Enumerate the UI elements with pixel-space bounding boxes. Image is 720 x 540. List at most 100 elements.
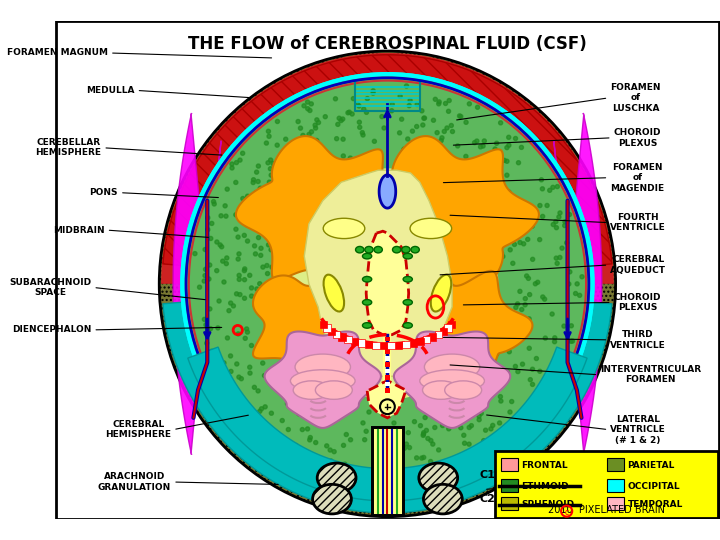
Circle shape [358, 125, 361, 129]
Circle shape [498, 338, 503, 341]
Circle shape [574, 292, 577, 295]
Circle shape [276, 218, 279, 222]
Circle shape [433, 426, 437, 429]
Text: FORAMEN
of
MAGENDIE: FORAMEN of MAGENDIE [611, 163, 665, 193]
Circle shape [315, 118, 319, 122]
Circle shape [423, 415, 427, 420]
Circle shape [250, 294, 253, 298]
Circle shape [507, 190, 511, 194]
Circle shape [534, 212, 539, 215]
Circle shape [450, 157, 454, 161]
Circle shape [223, 373, 228, 377]
Ellipse shape [365, 246, 373, 253]
Circle shape [465, 399, 469, 403]
Circle shape [473, 206, 477, 210]
Circle shape [491, 201, 495, 205]
Circle shape [317, 120, 320, 125]
Circle shape [402, 147, 406, 151]
Circle shape [498, 395, 503, 399]
Circle shape [446, 109, 451, 113]
Circle shape [204, 267, 207, 271]
Circle shape [258, 409, 262, 413]
Circle shape [467, 442, 471, 446]
Circle shape [209, 327, 212, 330]
Circle shape [204, 341, 209, 345]
Circle shape [202, 318, 207, 321]
Circle shape [531, 382, 534, 387]
Circle shape [488, 226, 492, 231]
Circle shape [390, 109, 394, 113]
Bar [358, 340, 365, 347]
Circle shape [243, 267, 247, 271]
Circle shape [256, 235, 261, 240]
Circle shape [218, 243, 222, 247]
Circle shape [282, 183, 287, 187]
Circle shape [296, 119, 300, 124]
Circle shape [437, 409, 441, 413]
Circle shape [464, 166, 469, 170]
Circle shape [438, 400, 443, 404]
Circle shape [361, 133, 365, 137]
Circle shape [431, 465, 435, 469]
Circle shape [238, 293, 242, 296]
Circle shape [448, 408, 452, 412]
Circle shape [250, 286, 253, 290]
Circle shape [481, 448, 485, 453]
Circle shape [359, 469, 364, 474]
Bar [423, 336, 431, 343]
Circle shape [552, 222, 555, 227]
Circle shape [222, 361, 226, 365]
Circle shape [305, 100, 310, 104]
Ellipse shape [402, 246, 410, 253]
Circle shape [422, 430, 426, 435]
Circle shape [253, 303, 257, 307]
Circle shape [405, 84, 408, 88]
Circle shape [482, 438, 486, 443]
Circle shape [538, 204, 542, 207]
Circle shape [248, 371, 252, 375]
Polygon shape [264, 332, 381, 428]
Circle shape [307, 152, 312, 157]
Circle shape [216, 326, 220, 330]
Circle shape [310, 130, 313, 134]
Ellipse shape [445, 381, 482, 400]
Circle shape [295, 157, 300, 160]
Circle shape [441, 423, 444, 428]
Circle shape [307, 438, 312, 442]
Circle shape [392, 421, 396, 425]
Circle shape [256, 164, 261, 168]
Circle shape [361, 421, 365, 425]
Ellipse shape [313, 189, 462, 369]
Circle shape [329, 463, 333, 467]
Circle shape [483, 164, 487, 168]
Circle shape [235, 160, 238, 165]
Text: MIDBRAIN: MIDBRAIN [53, 226, 104, 234]
Circle shape [374, 479, 378, 483]
Circle shape [523, 303, 527, 307]
Circle shape [544, 336, 547, 340]
Circle shape [402, 446, 406, 450]
Circle shape [256, 304, 260, 308]
Circle shape [447, 98, 451, 103]
Circle shape [538, 386, 542, 390]
Ellipse shape [424, 354, 480, 380]
Circle shape [555, 185, 559, 188]
Circle shape [306, 107, 310, 111]
Circle shape [525, 274, 528, 278]
Circle shape [280, 170, 284, 174]
Text: 2010  PIXELATED BRAIN: 2010 PIXELATED BRAIN [548, 505, 665, 515]
Circle shape [445, 126, 449, 130]
Circle shape [210, 221, 214, 226]
Circle shape [523, 296, 527, 301]
Circle shape [197, 285, 202, 289]
Circle shape [224, 214, 228, 218]
Circle shape [433, 404, 437, 408]
FancyBboxPatch shape [501, 458, 518, 471]
Circle shape [256, 179, 260, 184]
Circle shape [554, 226, 559, 230]
Circle shape [478, 197, 482, 201]
Circle shape [531, 257, 535, 261]
Circle shape [528, 210, 532, 214]
Circle shape [472, 140, 477, 145]
Circle shape [428, 460, 433, 463]
